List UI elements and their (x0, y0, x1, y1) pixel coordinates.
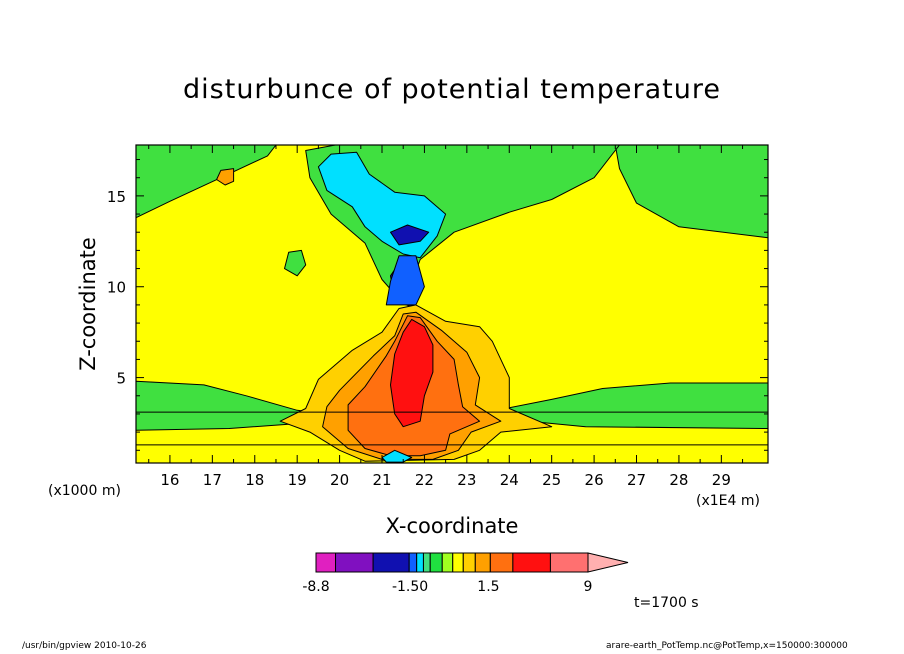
y-tick-label: 5 (116, 370, 126, 388)
region-dark-blue-lobe (390, 224, 430, 246)
colorbar-bin (441, 552, 454, 573)
x-tick-label: 22 (415, 471, 434, 489)
footer-file-info: arare-earth_PotTemp.nc@PotTemp,x=150000:… (606, 641, 848, 651)
colorbar-label: 1.5 (477, 579, 499, 595)
x-tick-label: 21 (372, 471, 391, 489)
colorbar-bin (416, 552, 424, 573)
x-tick-label: 23 (457, 471, 476, 489)
chart-title: disturbunce of potential temperature (183, 74, 721, 105)
region-small-negative-left (284, 249, 307, 277)
colorbar-bin (315, 552, 337, 573)
x-tick-label: 24 (500, 471, 519, 489)
x-tick-label: 18 (245, 471, 264, 489)
region-upper-right-negative (614, 145, 768, 239)
colorbar-bin (512, 552, 551, 573)
x-tick-label: 29 (712, 471, 731, 489)
colorbar-bin (335, 552, 374, 573)
y-tick-label: 10 (107, 279, 126, 297)
colorbar-bin (462, 552, 476, 573)
x-tick-label: 17 (203, 471, 222, 489)
region-small-positive-left (216, 168, 235, 186)
footer-program-info: /usr/bin/gpview 2010-10-26 (22, 641, 147, 651)
contour-fields (136, 145, 768, 463)
region-surface-cold-pool (381, 449, 413, 463)
x-tick-label: 16 (160, 471, 179, 489)
x-tick-label: 19 (288, 471, 307, 489)
colorbar-bin (422, 552, 431, 573)
y-unit-label: (x1000 m) (48, 483, 121, 499)
plot-frame (135, 144, 769, 464)
colorbar-overflow-arrow (587, 552, 629, 573)
x-axis-label: X-coordinate (385, 514, 519, 538)
x-tick-label: 25 (542, 471, 561, 489)
y-tick-label: 15 (107, 188, 126, 206)
x-tick-label: 28 (669, 471, 688, 489)
colorbar-label: -1.50 (392, 579, 428, 595)
colorbar-label: 9 (584, 579, 593, 595)
colorbar-bin (549, 552, 589, 573)
region-warm-plume-core (390, 318, 434, 428)
colorbar-bin (372, 552, 410, 573)
colorbar-bin (474, 552, 491, 573)
time-label: t=1700 s (634, 595, 699, 611)
colorbar-label: -8.8 (302, 579, 329, 595)
x-tick-label: 20 (330, 471, 349, 489)
colorbar-bin (429, 552, 443, 573)
x-tick-label: 26 (585, 471, 604, 489)
x-unit-label: (x1E4 m) (696, 493, 760, 509)
colorbar-bin (452, 552, 464, 573)
x-tick-label: 27 (627, 471, 646, 489)
colorbar-bin (489, 552, 514, 573)
colorbar-bin (408, 552, 418, 573)
